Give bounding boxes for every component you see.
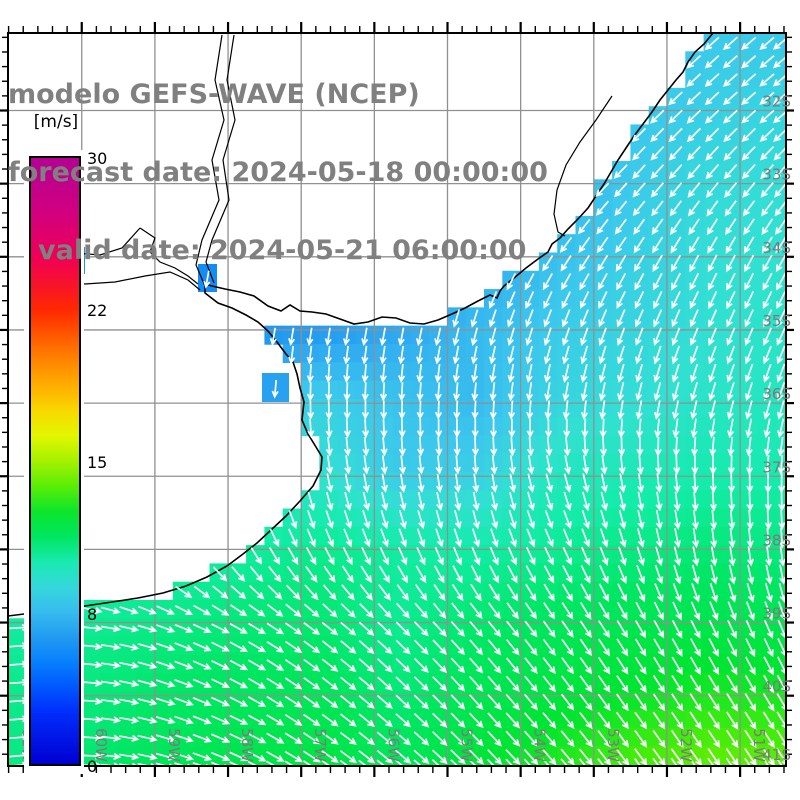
colorbar-tick-15: 15 (87, 453, 108, 472)
speed-field-cells (8, 33, 786, 766)
river-line (205, 34, 236, 284)
lon-label-60W: 60W (92, 728, 110, 762)
lat-label-34S: 34S (762, 239, 791, 257)
lat-label-38S: 38S (762, 531, 791, 549)
colorbar-gradient (29, 156, 81, 766)
colorbar (24, 150, 84, 774)
river-line (54, 271, 201, 291)
lon-label-53W: 53W (604, 728, 622, 762)
coastline-layer (8, 33, 715, 617)
lat-label-37S: 37S (762, 458, 791, 476)
coastline (8, 33, 715, 617)
lon-label-58W: 58W (238, 728, 256, 762)
river-line (195, 34, 225, 287)
lon-label-52W: 52W (677, 728, 695, 762)
colorbar-tick-30: 30 (87, 149, 108, 168)
lon-label-54W: 54W (531, 728, 549, 762)
wind-arrows-layer (9, 36, 786, 766)
colorbar-unit-label: [m/s] (33, 112, 79, 132)
lon-label-59W: 59W (165, 728, 183, 762)
lon-label-57W: 57W (311, 728, 329, 762)
lat-label-41S: 41S (762, 746, 791, 764)
colorbar-tick-0: 0 (87, 757, 98, 776)
river-line (139, 227, 199, 285)
lat-label-40S: 40S (762, 678, 791, 696)
wind-arrows (9, 36, 786, 766)
axes-frame (0, 22, 794, 777)
lon-label-55W: 55W (458, 728, 476, 762)
lat-label-32S: 32S (762, 93, 791, 111)
lat-label-33S: 33S (762, 166, 791, 184)
lon-label-56W: 56W (384, 728, 402, 762)
colorbar-tick-8: 8 (87, 605, 98, 624)
lat-label-35S: 35S (762, 312, 791, 330)
lon-label-51W: 51W (750, 728, 768, 762)
lat-label-36S: 36S (762, 385, 791, 403)
lat-label-39S: 39S (762, 605, 791, 623)
lagoon-line (553, 95, 613, 237)
colorbar-tick-22: 22 (87, 301, 108, 320)
